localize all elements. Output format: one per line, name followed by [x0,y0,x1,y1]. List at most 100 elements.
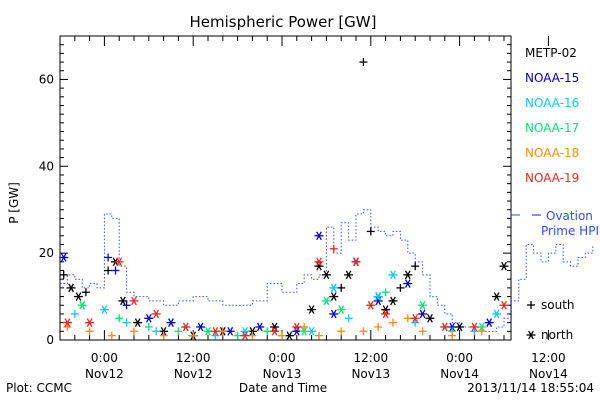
ovation-step-line [60,209,594,332]
data-point [411,262,420,271]
data-point [133,318,143,327]
series-noaa-18 [63,314,486,340]
data-point [381,305,391,314]
legend-entry: METP-02 [525,46,577,60]
data-point [374,322,383,331]
data-point [81,288,90,297]
x-tick-label-date: Nov12 [174,367,213,381]
data-point [469,322,479,332]
data-point [307,305,317,314]
data-point [337,283,346,292]
data-point [388,296,398,306]
data-point [218,327,227,336]
legend-symbol-label: north [541,328,573,342]
data-point [70,309,79,318]
ovation-legend-label: Prime HPI [541,224,599,238]
data-point [499,261,509,271]
data-point [389,318,397,327]
data-point [329,244,338,253]
data-point [499,300,509,310]
data-point [59,270,68,279]
y-axis-label: P [GW] [7,182,21,224]
data-point [373,296,383,306]
data-point [104,253,113,262]
legend-symbol-label: south [541,298,575,312]
legend: METP-02 NOAA-15 NOAA-16 NOAA-17 NOAA-18 NOAA-… [511,46,599,342]
data-point [403,279,413,288]
data-point [144,322,153,331]
data-point [77,300,87,310]
data-point [152,327,161,336]
x-tick-label-date: Nov13 [263,367,302,381]
data-point [403,314,412,323]
series-noaa-17 [77,288,487,340]
data-point [85,318,95,327]
data-point [470,327,479,336]
data-point [425,313,435,323]
footer-credit: Plot: CCMC [6,381,72,395]
data-point [388,270,398,280]
data-point [211,331,220,340]
data-point [410,313,420,323]
data-point [381,309,391,319]
x-tick-label-time: 0:00 [91,351,118,365]
data-point [240,331,250,340]
data-point [122,301,131,310]
data-point [210,326,220,336]
data-point [270,326,280,336]
ovation-layer [60,209,594,332]
data-point [292,322,302,332]
data-point [189,331,198,340]
data-point [166,318,176,327]
data-point [300,322,309,331]
data-point [181,322,191,332]
data-point [314,261,324,271]
data-point [329,283,339,293]
data-point [373,292,383,301]
data-point [418,327,427,336]
series-metp-02 [59,58,509,340]
data-point [366,227,375,236]
axis-ticks: 0 20 40 60 0:00 Nov12 12:00 Nov12 0:00 Nov13 12:00… [39,35,568,381]
legend-entry: NOAA-17 [525,121,579,135]
data-point [159,331,168,340]
data-point [284,331,294,340]
data-point [418,300,428,310]
data-point [225,326,235,336]
data-point [344,314,353,323]
series-noaa-16 [70,270,502,340]
data-point [411,318,420,327]
data-point [344,270,354,280]
data-point [263,327,272,336]
chart-title: Hemispheric Power [GW] [190,13,377,31]
y-tick-label: 40 [39,159,54,173]
data-point [66,283,76,293]
ovation-legend-label: Ovation [546,209,593,223]
data-point [440,322,450,332]
data-point [118,296,128,306]
data-point [299,326,309,336]
x-tick-label-date: Nov14 [529,367,568,381]
data-point [329,309,339,319]
data-points [59,58,509,340]
data-point [111,266,120,275]
y-tick-label: 0 [46,333,54,347]
data-point [104,266,113,275]
data-point [359,58,368,67]
data-point [315,331,323,340]
data-point [351,257,361,267]
data-point [240,326,250,336]
data-point [418,309,428,319]
data-point [278,331,286,340]
data-point [85,327,94,336]
data-point [448,331,457,340]
data-point [159,326,169,336]
x-tick-label-time: 12:00 [354,351,389,365]
data-point [314,231,324,241]
data-point [337,327,346,336]
y-tick-label: 20 [39,246,54,260]
data-point [129,296,139,306]
data-point [174,327,183,336]
